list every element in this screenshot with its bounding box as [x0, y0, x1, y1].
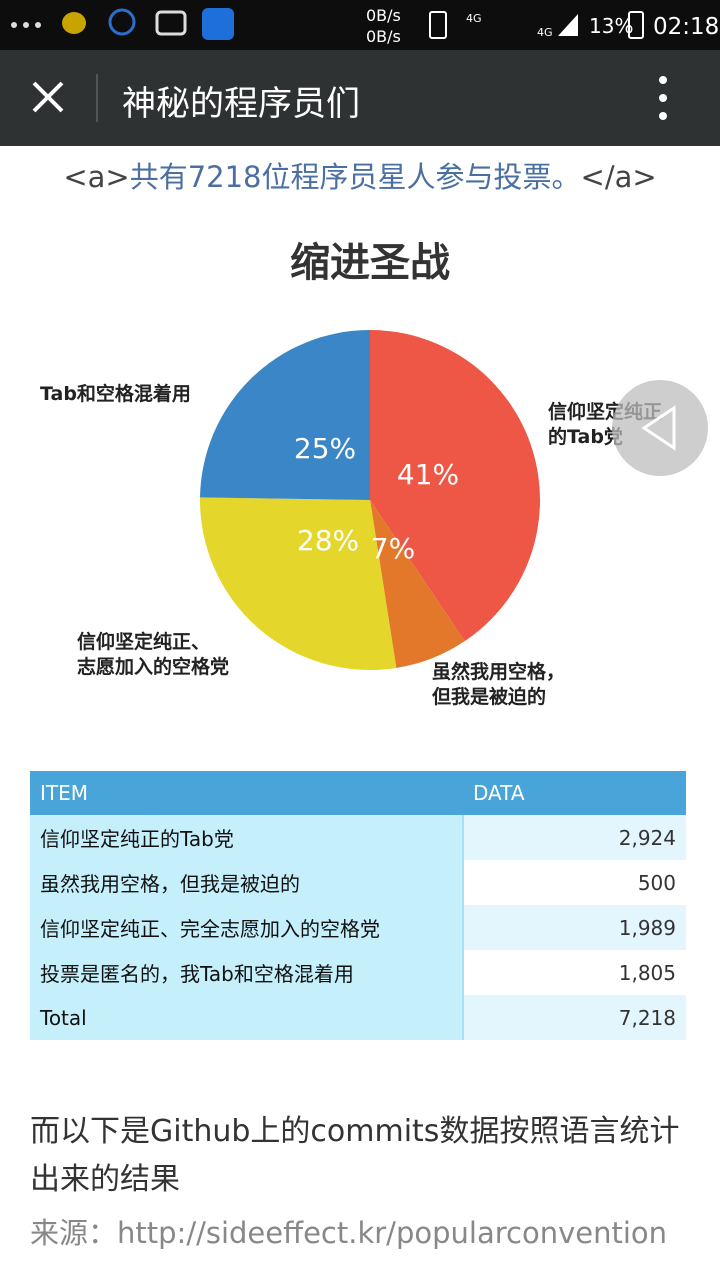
tag-open: <a> [63, 160, 130, 194]
qq-icon [108, 8, 136, 36]
source-label: 来源： [30, 1216, 118, 1250]
category-label: 志愿加入的空格党 [77, 655, 229, 678]
header-cell: ITEM [30, 771, 463, 815]
source-line: 来源：http://sideeffect.kr/popularconventio… [30, 1210, 667, 1252]
data-cell: 500 [637, 870, 676, 895]
table-header: ITEM DATA [30, 771, 686, 815]
menu-button[interactable] [659, 76, 667, 120]
table-row: 投票是匿名的，我Tab和空格混着用 1,805 [30, 950, 686, 995]
sim1-type: 4G [466, 12, 482, 25]
close-button[interactable] [32, 81, 64, 113]
more-dots [11, 22, 41, 28]
net-up: 0B/s [366, 6, 401, 25]
table-row: 虽然我用空格，但我是被迫的 500 [30, 860, 686, 905]
item-cell: 信仰坚定纯正的Tab党 [30, 815, 464, 860]
pie-slice [200, 330, 370, 500]
header-cell: DATA [463, 771, 686, 815]
camera-icon [155, 10, 187, 36]
data-cell: 1,805 [618, 960, 676, 985]
app-header: 神秘的程序员们 [0, 50, 720, 146]
table-row: 信仰坚定纯正、完全志愿加入的空格党 1,989 [30, 905, 686, 950]
tag-close: </a> [580, 160, 657, 194]
chat-icon [62, 12, 86, 34]
slice-label: 28% [297, 524, 359, 557]
pie-chart: 缩进圣战 41%信仰坚定纯正的Tab党7%虽然我用空格，但我是被迫的28%信仰坚… [40, 240, 662, 708]
clock: 02:18 [653, 14, 719, 40]
vote-table: ITEM DATA 信仰坚定纯正的Tab党 2,924 虽然我用空格，但我是被迫的 500… [30, 771, 686, 1040]
status-bar: 0B/s 0B/s 4G 4G 13% 02:18 [0, 0, 720, 50]
link-line: <a>共有7218位程序员星人参与投票。</a> [0, 154, 720, 196]
battery-level: 13% [589, 14, 633, 38]
table-row: 信仰坚定纯正的Tab党 2,924 [30, 815, 686, 860]
vote-link[interactable]: 共有7218位程序员星人参与投票。 [129, 160, 581, 194]
table-row: Total 7,218 [30, 995, 686, 1040]
app-icon [202, 8, 234, 40]
net-down: 0B/s [366, 27, 401, 46]
slice-label: 7% [371, 532, 415, 565]
chart-title: 缩进圣战 [290, 240, 450, 286]
signal-icon [558, 14, 578, 36]
category-label: 信仰坚定纯正、 [77, 630, 210, 653]
status-icons: 0B/s 0B/s 4G 4G 13% 02:18 [11, 6, 719, 46]
pie-slice [370, 500, 465, 668]
page-title: 神秘的程序员们 [122, 84, 360, 124]
data-cell: 1,989 [463, 905, 686, 950]
header-icons [32, 74, 667, 122]
slice-label: 25% [294, 432, 356, 465]
item-cell: 投票是匿名的，我Tab和空格混着用 [30, 950, 464, 995]
paragraph: 而以下是Github上的commits数据按照语言统计出来的结果 [30, 1114, 680, 1197]
item-cell: Total [30, 995, 464, 1040]
slice-label: 41% [397, 458, 459, 491]
battery-icon [628, 11, 644, 39]
sim2-type: 4G [537, 26, 553, 39]
category-label: 虽然我用空格， [432, 660, 565, 683]
category-label: Tab和空格混着用 [40, 382, 191, 405]
data-cell: 2,924 [463, 815, 686, 860]
vibrate-icon [429, 11, 447, 39]
item-cell: 虽然我用空格，但我是被迫的 [30, 860, 464, 905]
category-label: 的Tab党 [548, 425, 623, 448]
category-label: 但我是被迫的 [432, 685, 546, 708]
data-cell: 7,218 [463, 995, 686, 1040]
pie-slice [200, 497, 397, 670]
item-cell: 信仰坚定纯正、完全志愿加入的空格党 [30, 905, 464, 950]
source-url[interactable]: http://sideeffect.kr/popularconvention [117, 1216, 668, 1250]
back-float-button[interactable] [610, 378, 710, 478]
pie-slice [370, 330, 540, 642]
